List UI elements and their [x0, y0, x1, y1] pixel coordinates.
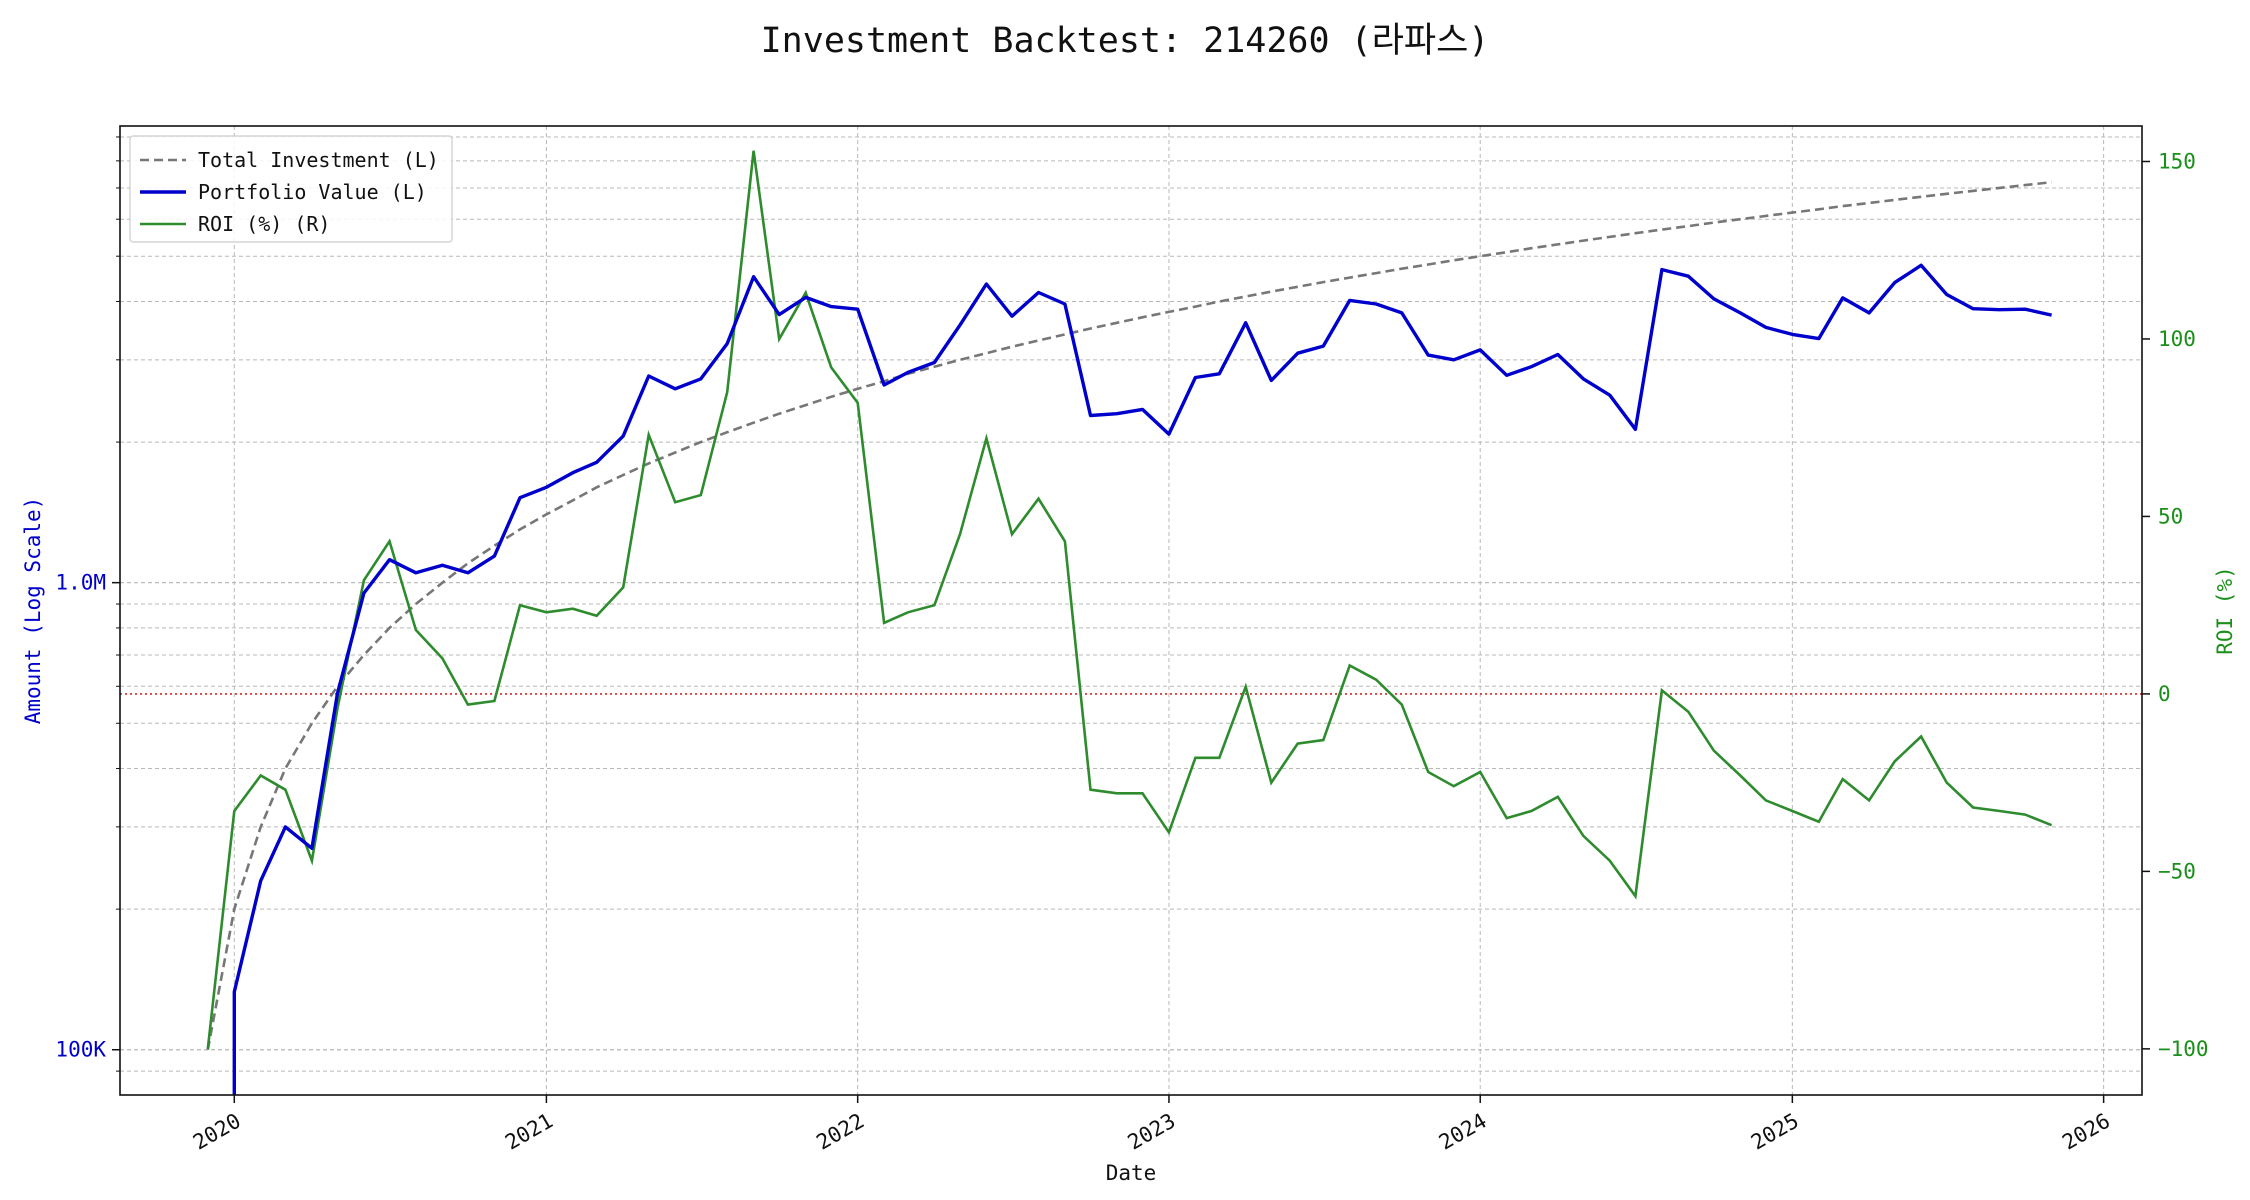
roi-line — [206, 150, 2053, 1050]
left-axis-label: Amount (Log Scale) — [21, 497, 45, 725]
left-tick-label: 1.0M — [55, 571, 106, 595]
legend: Total Investment (L) Portfolio Value (L) R… — [129, 135, 453, 243]
portfolio-value-line — [232, 263, 2052, 1095]
legend-label: Total Investment (L) — [198, 148, 439, 172]
legend-label: Portfolio Value (L) — [198, 180, 427, 204]
x-tick-label: 2024 — [1435, 1109, 1491, 1155]
right-axis-label: ROI (%) — [2213, 566, 2237, 655]
series-lines — [206, 150, 2053, 1095]
left-tick-label: 100K — [55, 1038, 106, 1062]
legend-label: ROI (%) (R) — [198, 212, 330, 236]
legend-box — [129, 135, 453, 243]
x-tick-label: 2022 — [812, 1109, 868, 1155]
axis-ticks: 100K 1.0M −100 −50 0 50 100 150 2020 2021 2022 2023… — [21, 136, 2237, 1185]
grid-lines — [120, 126, 2142, 1095]
right-tick-label: 100 — [2158, 327, 2196, 351]
right-tick-label: 150 — [2158, 149, 2196, 173]
x-axis-label: Date — [1106, 1161, 1157, 1185]
x-tick-label: 2025 — [1747, 1109, 1803, 1155]
right-tick-label: −100 — [2158, 1037, 2209, 1061]
x-tick-label: 2020 — [189, 1109, 245, 1155]
x-tick-label: 2026 — [2058, 1109, 2114, 1155]
x-tick-label: 2021 — [501, 1109, 557, 1155]
right-tick-label: 50 — [2158, 504, 2183, 528]
right-tick-label: −50 — [2158, 859, 2196, 883]
total-investment-line — [206, 180, 2052, 1050]
x-tick-label: 2023 — [1124, 1109, 1180, 1155]
chart-title: Investment Backtest: 214260 (라파스) — [760, 21, 1490, 61]
plot-frame — [119, 125, 2143, 1096]
right-tick-label: 0 — [2158, 682, 2171, 706]
